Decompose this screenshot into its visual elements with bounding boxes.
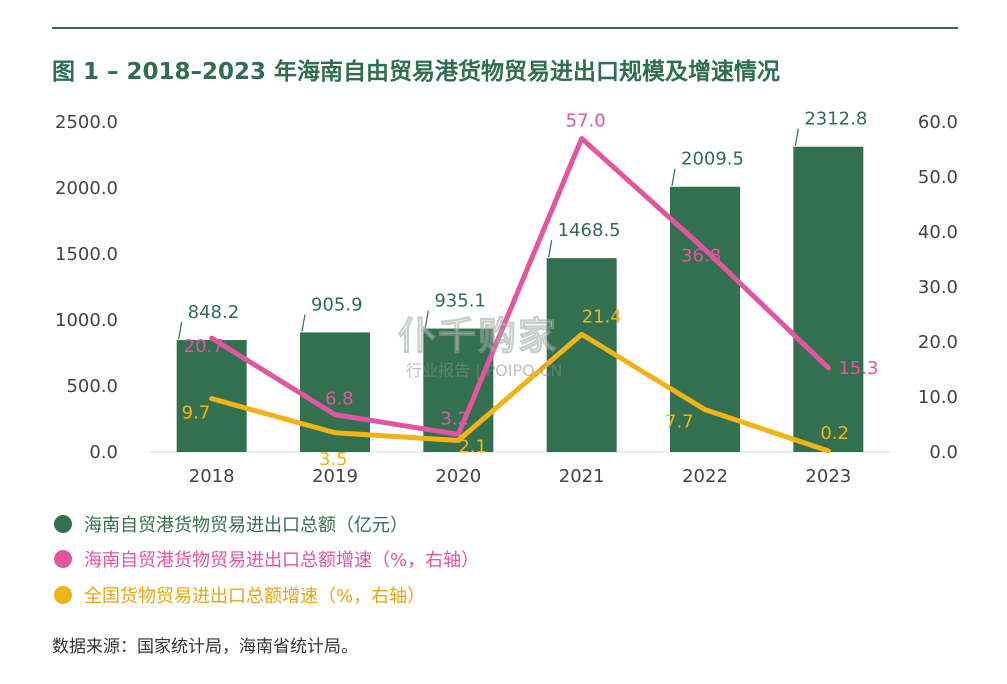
line-series-pink — [209, 136, 831, 437]
bar — [793, 146, 864, 453]
bar-label-leader — [671, 168, 676, 186]
legend-label-bar: 海南自贸港货物贸易进出口总额（亿元） — [84, 515, 408, 536]
legend-item-bar: 海南自贸港货物贸易进出口总额（亿元） — [54, 511, 754, 537]
y-left-tick-label: 2500.0 — [55, 112, 118, 133]
y-left-tick-label: 0.0 — [89, 442, 118, 463]
legend-item-pink-line: 海南自贸港货物贸易进出口总额增速（%，右轴） — [54, 546, 754, 572]
chart-title: 图 1 – 2018–2023 年海南自由贸易港货物贸易进出口规模及增速情况 — [52, 59, 781, 85]
y-right-tick-label: 20.0 — [918, 332, 958, 353]
legend-swatch-bar — [54, 515, 72, 533]
watermark: 仆千购家 行业报告 | POIPO.CN — [397, 305, 613, 385]
legend-swatch-yellow — [54, 586, 72, 604]
bar-data-label: 905.9 — [311, 294, 363, 315]
pink-data-label: 3.2 — [440, 408, 469, 429]
bar-label-leader — [548, 240, 553, 258]
x-tick-label: 2021 — [559, 466, 605, 487]
yellow-data-label: 9.7 — [182, 403, 211, 424]
line-series-yellow — [209, 331, 831, 454]
bar-label-leader — [178, 321, 183, 340]
legend-item-yellow-line: 全国货物贸易进出口总额增速（%，右轴） — [54, 582, 754, 608]
y-right-tick-label: 30.0 — [918, 277, 958, 298]
legend-label-yellow: 全国货物贸易进出口总额增速（%，右轴） — [84, 586, 426, 607]
bar-data-label: 2312.8 — [804, 109, 867, 130]
pink-data-label: 36.8 — [681, 246, 721, 267]
yellow-data-label: 0.2 — [820, 423, 849, 444]
x-tick-label: 2022 — [682, 466, 728, 487]
bar — [176, 340, 247, 452]
y-right-tick-label: 10.0 — [918, 387, 958, 408]
pink-data-label: 20.7 — [184, 336, 224, 357]
y-left-tick-label: 500.0 — [66, 376, 118, 397]
x-tick-label: 2018 — [189, 466, 235, 487]
bar-label-leader — [301, 314, 306, 332]
x-tick-label: 2020 — [435, 466, 481, 487]
x-tick-label: 2019 — [312, 466, 358, 487]
y-left-tick-label: 1500.0 — [55, 244, 118, 265]
yellow-data-label: 7.7 — [665, 412, 694, 433]
yellow-data-label: 21.4 — [582, 306, 622, 327]
bar-label-leader — [424, 310, 429, 328]
y-left-tick-label: 1000.0 — [55, 310, 118, 331]
y-right-tick-label: 60.0 — [918, 112, 958, 133]
pink-data-label: 6.8 — [325, 389, 354, 410]
x-tick-label: 2023 — [805, 466, 851, 487]
y-right-tick-label: 0.0 — [929, 442, 958, 463]
bar-data-label: 935.1 — [434, 291, 486, 312]
bar-data-label: 2009.5 — [681, 149, 744, 170]
watermark-sub: 行业报告 | POIPO.CN — [406, 361, 563, 380]
pink-data-label: 15.3 — [838, 358, 878, 379]
title-rule — [52, 27, 958, 29]
bar-data-label: 1468.5 — [558, 220, 621, 241]
pink-data-label: 57.0 — [566, 111, 606, 132]
y-left-tick-label: 2000.0 — [55, 178, 118, 199]
y-right-tick-label: 50.0 — [918, 167, 958, 188]
y-right-tick-label: 40.0 — [918, 222, 958, 243]
legend-swatch-pink — [54, 550, 72, 568]
bar-label-leader — [794, 128, 799, 146]
legend-label-pink: 海南自贸港货物贸易进出口总额增速（%，右轴） — [84, 550, 480, 571]
bar-data-label: 848.2 — [188, 302, 240, 323]
watermark-main: 仆千购家 — [397, 314, 559, 359]
yellow-data-label: 3.5 — [319, 449, 348, 470]
source-note: 数据来源：国家统计局，海南省统计局。 — [52, 637, 358, 657]
yellow-data-label: 2.1 — [458, 436, 487, 457]
